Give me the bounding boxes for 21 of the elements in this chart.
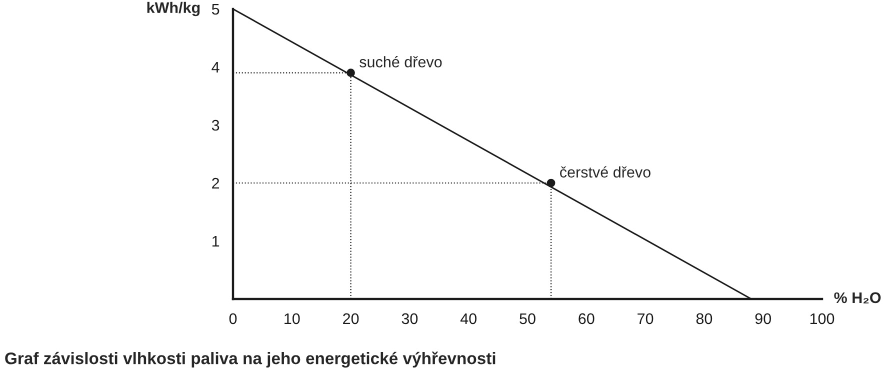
x-tick-label: 60 bbox=[578, 313, 594, 324]
x-tick-label: 90 bbox=[755, 313, 771, 324]
x-tick-label: 0 bbox=[229, 313, 237, 324]
x-tick-label: 50 bbox=[520, 313, 536, 324]
x-tick-label: 10 bbox=[284, 313, 300, 324]
annotation: suché dřevo bbox=[360, 56, 442, 68]
y-tick-label: 1 bbox=[212, 236, 220, 247]
y-axis-title: kWh/kg bbox=[147, 2, 200, 16]
x-tick-label: 40 bbox=[460, 313, 476, 324]
annotation: čerstvé dřevo bbox=[560, 166, 650, 178]
x-tick-label: 100 bbox=[810, 313, 834, 324]
y-tick-label: 3 bbox=[212, 120, 220, 131]
x-tick-label: 30 bbox=[402, 313, 418, 324]
x-tick-label: 20 bbox=[343, 313, 359, 324]
y-tick-label: 5 bbox=[212, 4, 220, 15]
x-axis-title: % H₂O bbox=[834, 292, 881, 304]
text: Graf závislosti vlhkosti paliva na jeho energetické výhřevnosti bbox=[5, 352, 496, 368]
x-tick-label: 80 bbox=[696, 313, 712, 324]
x-tick-label: 70 bbox=[638, 313, 654, 324]
y-tick-label: 2 bbox=[212, 178, 220, 189]
y-tick-label: 4 bbox=[212, 62, 220, 73]
